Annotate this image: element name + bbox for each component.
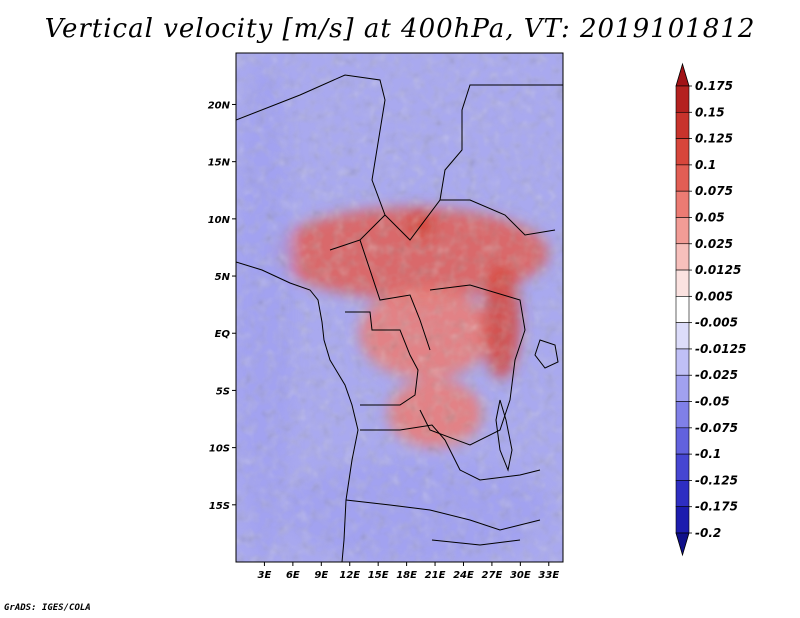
x-tick-label: 30E	[510, 570, 531, 581]
colorbar-label: -0.0125	[695, 342, 746, 356]
colorbar-label: -0.025	[695, 368, 738, 382]
colorbar-segment	[675, 243, 690, 271]
y-tick-label: 10S	[209, 444, 230, 455]
colorbar-segment	[675, 85, 690, 113]
colorbar-segment	[675, 453, 690, 481]
colorbar-segment	[675, 427, 690, 455]
colorbar-label: 0.125	[695, 132, 733, 146]
colorbar-segment	[675, 111, 690, 139]
colorbar-label: -0.075	[695, 421, 738, 435]
colorbar-segment	[675, 374, 690, 402]
x-tick-label: 27E	[482, 570, 503, 581]
colorbar-segment	[675, 164, 690, 192]
y-tick-label: 20N	[208, 100, 231, 111]
colorbar-label: 0.15	[695, 105, 725, 119]
x-tick-label: 24E	[453, 570, 474, 581]
colorbar-segment	[675, 190, 690, 218]
colorbar-label: -0.2	[695, 526, 721, 540]
colorbar-label: -0.175	[695, 500, 738, 514]
colorbar-segment	[675, 480, 690, 508]
x-tick-label: 6E	[286, 570, 300, 581]
colorbar-top-arrow	[675, 62, 690, 87]
colorbar-label: 0.1	[695, 158, 716, 172]
colorbar-segment	[675, 217, 690, 245]
colorbar-segment	[675, 322, 690, 350]
x-tick-label: 15E	[368, 570, 389, 581]
country-borders	[236, 74, 563, 562]
colorbar-segment	[675, 506, 690, 534]
colorbar-label: 0.075	[695, 184, 733, 198]
border-congo	[345, 311, 419, 406]
border-drc-east	[419, 284, 526, 446]
x-tick-label: 33E	[538, 570, 559, 581]
colorbar-label: -0.05	[695, 395, 730, 409]
colorbar-segment	[675, 401, 690, 429]
border-south	[345, 424, 541, 546]
x-tick-label: 3E	[258, 570, 272, 581]
y-tick-label: 5N	[215, 272, 231, 283]
y-axis: 20N 15N 10N 5N EQ 5S 10S 15S	[208, 100, 236, 512]
colorbar-segment	[675, 138, 690, 166]
speckle-texture	[236, 53, 563, 562]
colorbar-label: -0.1	[695, 447, 721, 461]
border-north	[236, 74, 563, 241]
colorbar-label: 0.005	[695, 289, 733, 303]
map-panel	[236, 53, 563, 562]
footer-credit: GrADS: IGES/COLA	[4, 603, 91, 613]
border-chad	[440, 199, 556, 236]
map-frame	[235, 52, 564, 563]
colorbar-label: -0.125	[695, 473, 738, 487]
y-tick-label: 15S	[209, 501, 230, 512]
colorbar: 0.175 0.15 0.125 0.1 0.075 0.05 0.025 0.0125 0.0…	[675, 62, 746, 557]
colorbar-bottom-arrow	[675, 532, 690, 557]
x-tick-label: 9E	[314, 570, 328, 581]
y-tick-label: EQ	[215, 329, 231, 340]
y-tick-label: 15N	[208, 158, 231, 169]
colorbar-label: -0.005	[695, 316, 738, 330]
x-tick-label: 12E	[339, 570, 360, 581]
x-tick-label: 21E	[425, 570, 446, 581]
y-tick-label: 5S	[216, 386, 230, 397]
colorbar-segment	[675, 348, 690, 376]
colorbar-label: 0.05	[695, 210, 725, 224]
coastline-west	[236, 261, 359, 562]
x-tick-label: 18E	[396, 570, 417, 581]
chart-title: Vertical velocity [m/s] at 400hPa, VT: 2…	[44, 14, 756, 44]
colorbar-segment	[675, 296, 690, 323]
border-central	[329, 214, 431, 351]
colorbar-label: 0.025	[695, 237, 733, 251]
colorbar-segment	[675, 269, 690, 297]
lake-outline	[495, 339, 559, 472]
colorbar-label: 0.175	[695, 79, 733, 93]
colorbar-label: 0.0125	[695, 263, 741, 277]
y-tick-label: 10N	[208, 215, 231, 226]
x-axis: 3E 6E 9E 12E 15E 18E 21E 24E 27E 30E 33E	[258, 562, 559, 581]
